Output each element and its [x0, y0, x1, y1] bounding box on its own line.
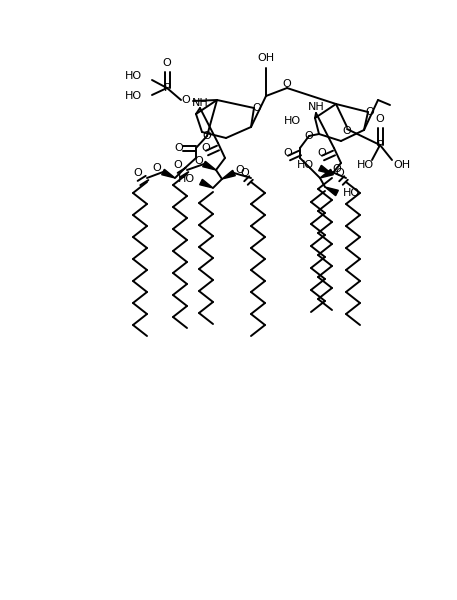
Text: O: O	[202, 131, 212, 141]
Text: O: O	[376, 114, 384, 124]
Text: P: P	[164, 83, 170, 93]
Polygon shape	[200, 179, 213, 188]
Text: O: O	[195, 156, 203, 166]
Polygon shape	[202, 161, 216, 170]
Text: NH: NH	[191, 98, 208, 108]
Text: O: O	[318, 148, 326, 158]
Polygon shape	[162, 169, 175, 178]
Text: P: P	[377, 140, 383, 150]
Text: O: O	[202, 143, 210, 153]
Text: HO: HO	[125, 71, 142, 81]
Text: O: O	[241, 168, 250, 178]
Polygon shape	[319, 166, 332, 174]
Text: O: O	[335, 168, 345, 178]
Text: O: O	[175, 143, 183, 153]
Polygon shape	[325, 187, 338, 196]
Text: O: O	[174, 160, 182, 170]
Text: O: O	[153, 163, 161, 173]
Text: HO: HO	[343, 188, 360, 198]
Text: O: O	[284, 148, 292, 158]
Text: O: O	[333, 164, 341, 174]
Text: O: O	[163, 58, 171, 68]
Text: NH: NH	[308, 102, 324, 112]
Polygon shape	[222, 170, 235, 179]
Text: O: O	[305, 131, 314, 141]
Text: O: O	[236, 165, 244, 175]
Text: O: O	[343, 126, 351, 136]
Text: O: O	[282, 79, 292, 89]
Text: O: O	[366, 107, 374, 117]
Text: O: O	[253, 103, 261, 113]
Text: OH: OH	[257, 53, 275, 63]
Text: HO: HO	[284, 116, 301, 126]
Text: HO: HO	[297, 160, 314, 170]
Text: O: O	[133, 168, 143, 178]
Polygon shape	[320, 169, 333, 178]
Text: HO: HO	[178, 174, 195, 184]
Text: HO: HO	[356, 160, 373, 170]
Text: OH: OH	[393, 160, 410, 170]
Text: HO: HO	[125, 91, 142, 101]
Text: O: O	[181, 95, 191, 105]
